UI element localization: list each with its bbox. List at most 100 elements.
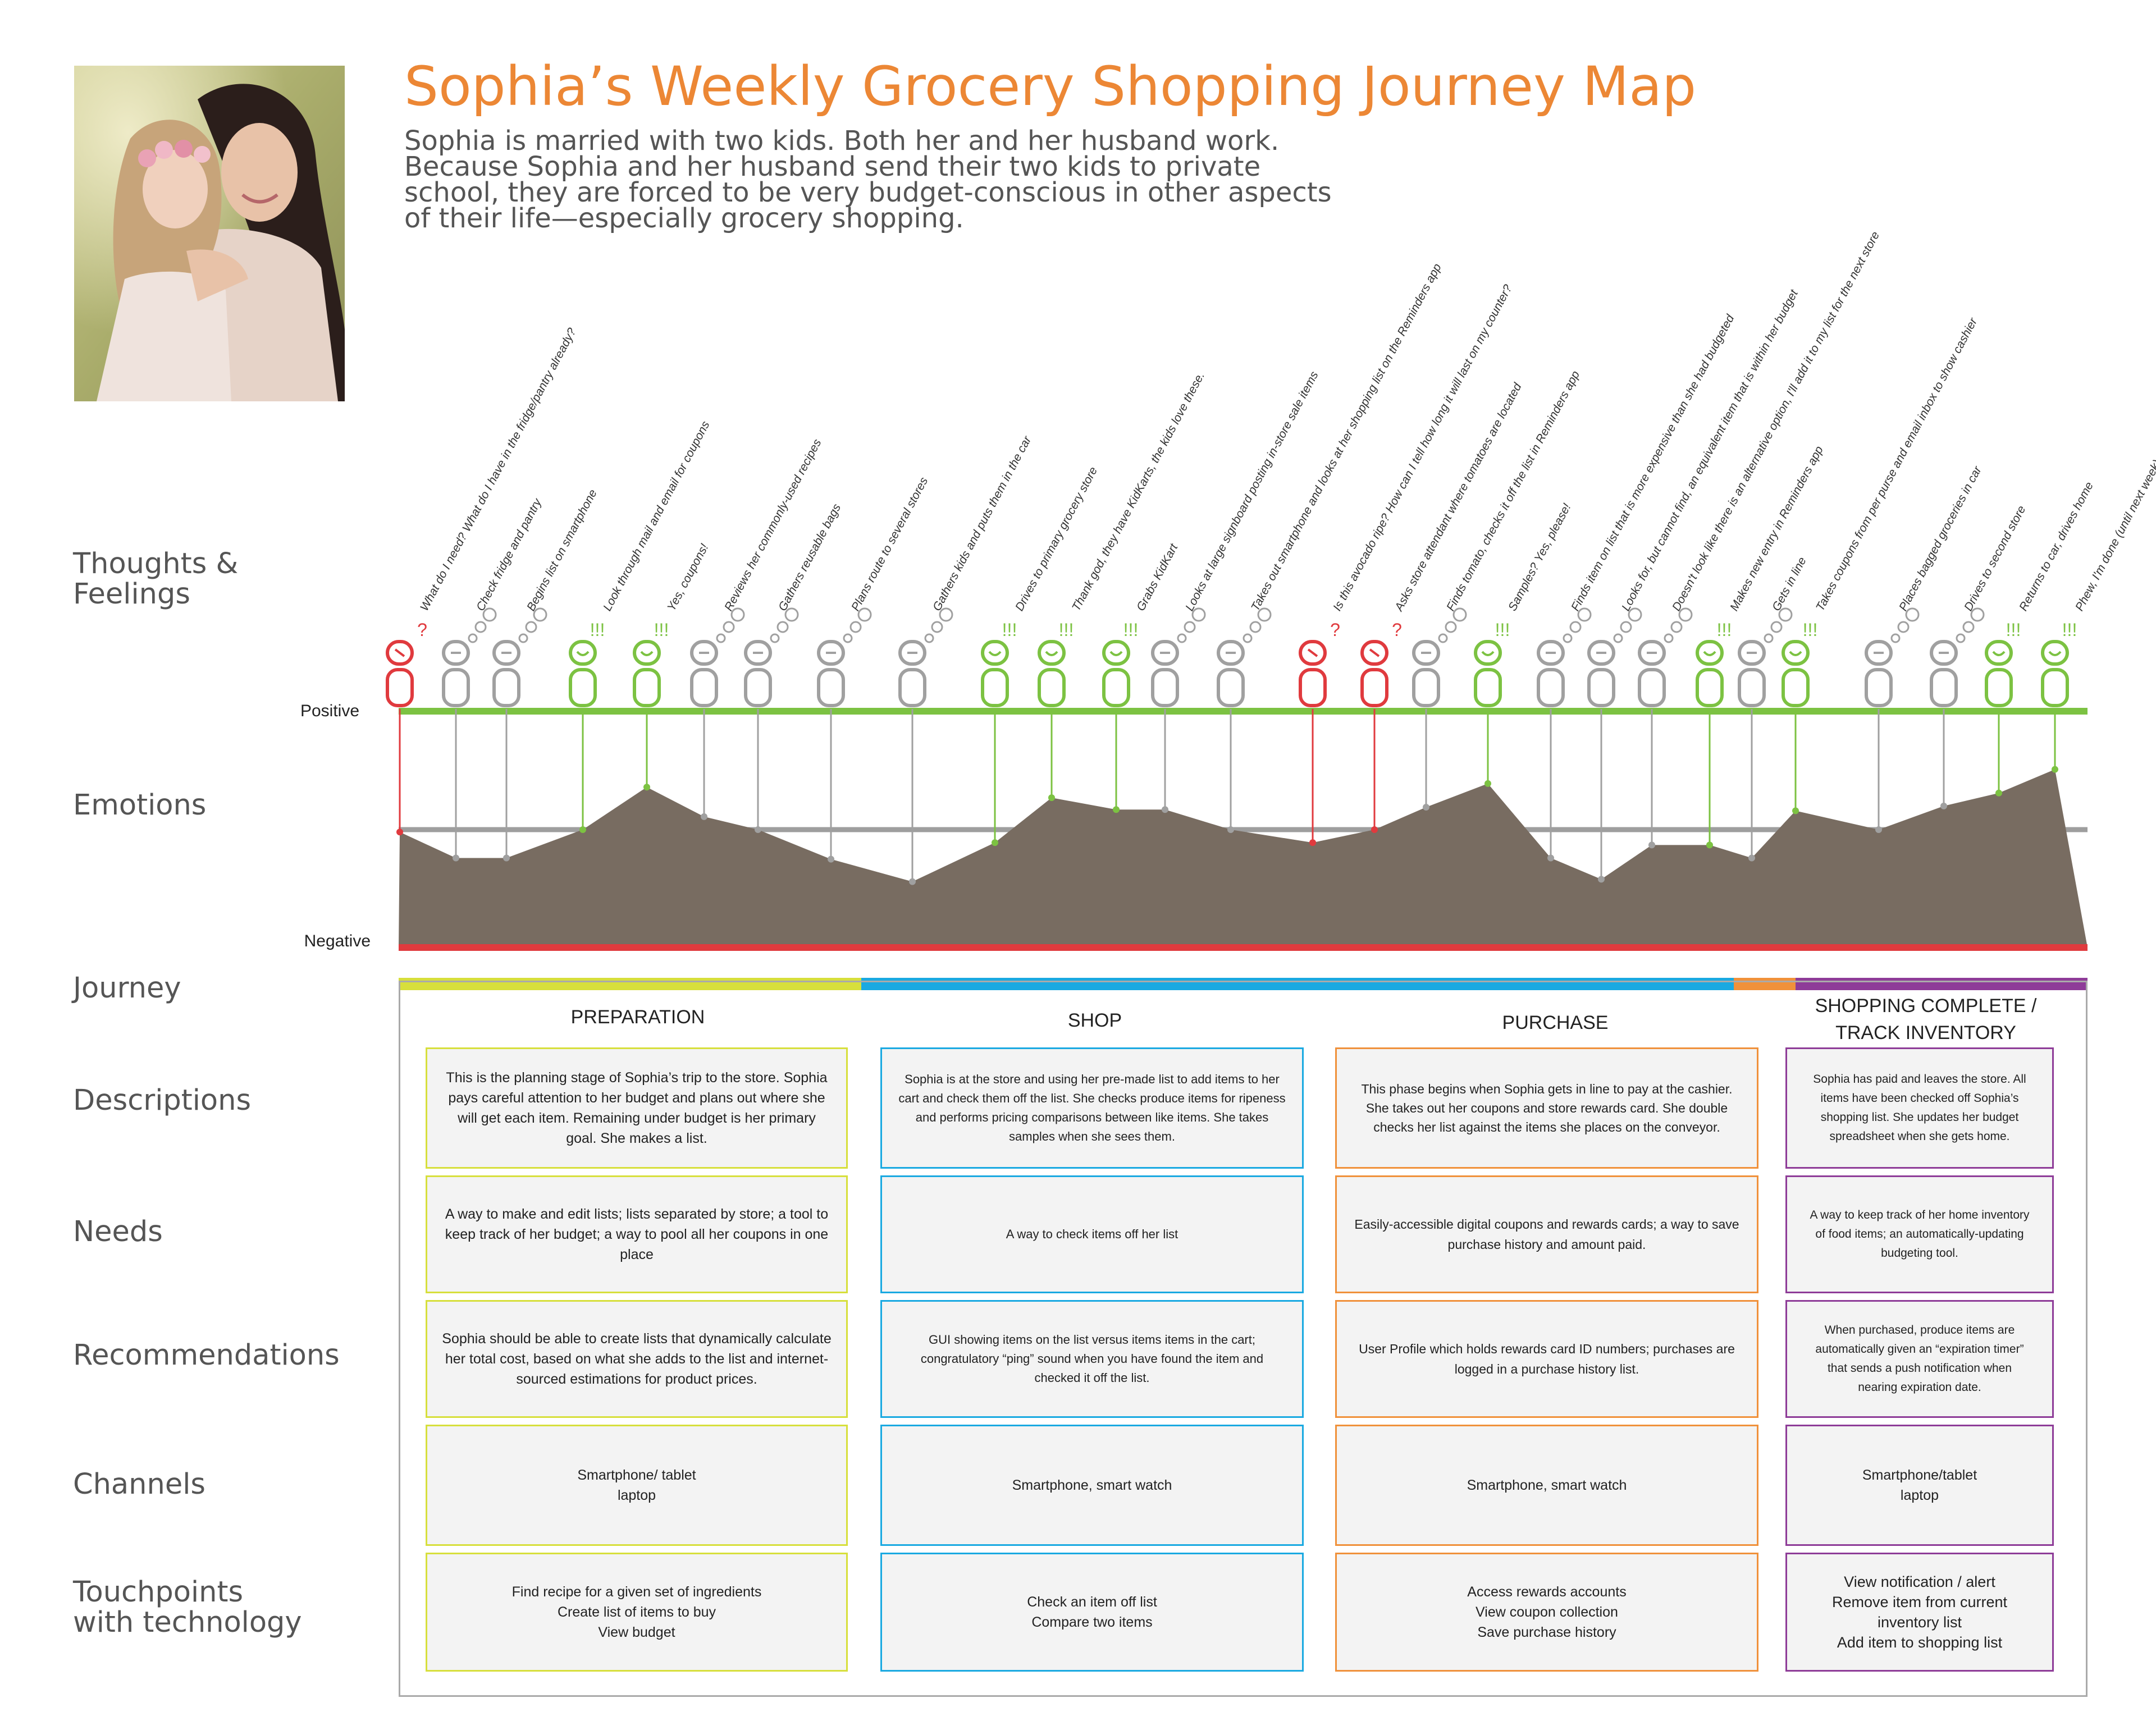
smile-icon — [988, 651, 1002, 656]
step-point — [503, 854, 510, 862]
person-head-icon — [633, 640, 661, 666]
person-head-icon — [1102, 640, 1130, 666]
thought-bubble-icon — [784, 607, 799, 622]
thought-bubble-icon — [1905, 607, 1920, 622]
step-point — [1598, 876, 1605, 883]
step-point — [1048, 794, 1055, 802]
question-mark: ? — [417, 620, 427, 640]
smile-icon — [1992, 651, 2006, 656]
person-body-icon — [1360, 668, 1388, 707]
step-label: Looks at large signboard posting in-stor… — [1183, 369, 1321, 614]
thought-bubble-icon — [924, 633, 934, 643]
person-body-icon — [2041, 668, 2069, 707]
thought-bubble-icon — [1563, 633, 1573, 643]
emotion-area — [399, 769, 2088, 948]
thought-bubble-icon — [468, 633, 478, 643]
smile-icon — [1109, 651, 1123, 656]
step-point — [643, 784, 650, 791]
thought-bubble-icon — [849, 621, 862, 633]
frown-icon — [1307, 648, 1318, 657]
question-mark: ? — [1392, 620, 1402, 640]
smile-icon — [1703, 651, 1716, 656]
persona-intro: Sophia is married with two kids. Both he… — [404, 125, 1332, 234]
thought-bubble-icon — [1970, 607, 1985, 622]
phase-title-purchase: PURCHASE — [1502, 1012, 1609, 1033]
step-point — [1940, 802, 1947, 809]
exclamation-mark: !!! — [1059, 620, 1074, 640]
person-body-icon — [817, 668, 845, 707]
thought-bubble-icon — [1764, 633, 1774, 643]
description-card-complete: Sophia has paid and leaves the store. Al… — [1785, 1047, 2054, 1169]
channels-card-purchase: Smartphone, smart watch — [1335, 1425, 1758, 1546]
thought-bubble-icon — [1678, 607, 1693, 622]
needs-card-purchase: Easily-accessible digital coupons and re… — [1335, 1175, 1758, 1293]
thought-bubble-icon — [1620, 621, 1632, 633]
description-card-shop: Sophia is at the store and using her pre… — [880, 1047, 1304, 1169]
step-label: Takes coupons from per purse and email i… — [1814, 315, 1980, 613]
step-point — [1547, 854, 1554, 862]
smile-icon — [576, 651, 590, 656]
phase-grid-frame — [399, 981, 2088, 1697]
step-point — [1113, 806, 1120, 813]
person-body-icon — [898, 668, 926, 707]
step-label: Gathers reusable bags — [776, 502, 843, 614]
step-point — [1484, 780, 1491, 787]
thought-bubble-icon — [730, 607, 745, 622]
exclamation-mark: !!! — [1495, 620, 1510, 640]
axis-negative-label: Negative — [304, 932, 371, 950]
person-body-icon — [1985, 668, 2013, 707]
thought-bubble-icon — [1191, 607, 1206, 622]
thought-bubble-icon — [1670, 621, 1683, 633]
person-head-icon — [569, 640, 597, 666]
smile-icon — [1789, 651, 1802, 656]
frown-icon — [394, 648, 405, 657]
phase-title-shop: SHOP — [1067, 1010, 1122, 1031]
exclamation-mark: !!! — [1002, 620, 1017, 640]
thought-bubble-icon — [939, 607, 953, 622]
step-point — [1371, 826, 1378, 833]
person-body-icon — [386, 668, 414, 707]
thought-bubble-icon — [1956, 633, 1966, 643]
row-label-touchpoints: Touchpoints with technology — [73, 1576, 302, 1639]
phase-title-preparation: PREPARATION — [570, 1006, 705, 1028]
smile-icon — [640, 651, 654, 656]
step-point — [1309, 839, 1316, 846]
person-head-icon — [2041, 640, 2069, 666]
step-label: Drives to second store — [1962, 504, 2028, 613]
person-head-icon — [1038, 640, 1066, 666]
description-card-preparation: This is the planning stage of Sophia’s t… — [426, 1047, 848, 1169]
thought-bubble-icon — [1177, 633, 1187, 643]
thought-bubble-icon — [716, 633, 726, 643]
exclamation-mark: !!! — [2006, 620, 2021, 640]
thought-bubble-icon — [1770, 621, 1783, 633]
thought-bubble-icon — [482, 607, 497, 622]
thought-bubble-icon — [1628, 607, 1642, 622]
step-point — [1423, 804, 1429, 811]
step-label: Yes, coupons! — [665, 542, 711, 613]
channels-card-complete: Smartphone/tablet laptop — [1785, 1425, 2054, 1546]
recommendations-card-complete: When purchased, produce items are automa… — [1785, 1300, 2054, 1418]
row-label-channels: Channels — [73, 1468, 205, 1501]
thought-bubble-icon — [1890, 633, 1901, 643]
thought-bubble-icon — [1962, 621, 1975, 633]
step-point — [701, 813, 707, 820]
person-body-icon — [1299, 668, 1327, 707]
person-body-icon — [633, 668, 661, 707]
thought-bubble-icon — [474, 621, 487, 633]
step-point — [396, 829, 403, 836]
thought-bubble-icon — [1249, 621, 1262, 633]
step-point — [992, 839, 998, 846]
step-point — [1748, 854, 1755, 862]
persona-photo — [74, 66, 345, 401]
person-body-icon — [981, 668, 1009, 707]
needs-card-shop: A way to check items off her list — [880, 1175, 1304, 1293]
step-label: Looks for, but cannot find, an equivalen… — [1619, 287, 1801, 614]
person-head-icon — [1782, 640, 1810, 666]
thought-bubble-icon — [1778, 607, 1793, 622]
row-label-needs: Needs — [73, 1215, 163, 1248]
thought-bubble-icon — [518, 633, 528, 643]
person-head-icon — [1985, 640, 2013, 666]
question-mark: ? — [1330, 620, 1340, 640]
person-body-icon — [1102, 668, 1130, 707]
